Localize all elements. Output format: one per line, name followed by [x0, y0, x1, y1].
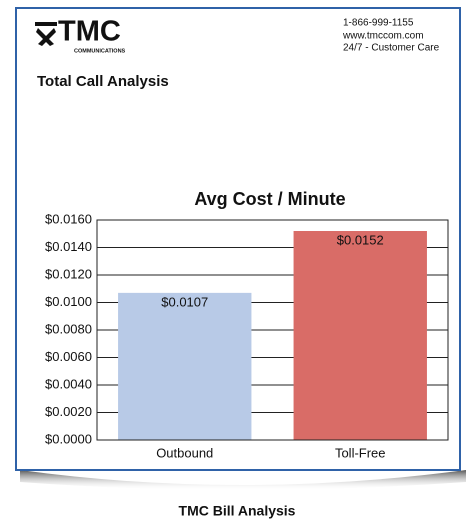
- y-tick-label: $0.0100: [45, 294, 92, 309]
- data-label: $0.0152: [337, 232, 384, 247]
- y-tick-label: $0.0000: [45, 431, 92, 446]
- caption: TMC Bill Analysis: [179, 503, 296, 519]
- shadow: [20, 470, 466, 490]
- y-tick-label: $0.0040: [45, 376, 92, 391]
- logo-text: TMC: [58, 16, 121, 48]
- y-tick-label: $0.0060: [45, 349, 92, 364]
- chart-title: Avg Cost / Minute: [194, 189, 345, 209]
- logo-sub: COMMUNICATIONS: [74, 48, 126, 54]
- y-tick-label: $0.0080: [45, 321, 92, 336]
- contact-line: 24/7 - Customer Care: [343, 43, 440, 54]
- y-tick-label: $0.0160: [45, 211, 92, 226]
- plot-border: [96, 219, 449, 441]
- bar: [293, 231, 427, 440]
- contact-line: www.tmccom.com: [342, 31, 424, 42]
- y-tick-label: $0.0020: [45, 404, 92, 419]
- bar: [118, 292, 252, 440]
- logo-icon: [35, 22, 57, 46]
- x-tick-label: Outbound: [156, 445, 213, 460]
- contact-line: 1-866-999-1155: [343, 18, 414, 29]
- y-tick-label: $0.0140: [45, 239, 92, 254]
- y-tick-label: $0.0120: [45, 266, 92, 281]
- data-label: $0.0107: [161, 294, 208, 309]
- report-title: Total Call Analysis: [37, 73, 169, 90]
- x-tick-label: Toll-Free: [335, 445, 386, 460]
